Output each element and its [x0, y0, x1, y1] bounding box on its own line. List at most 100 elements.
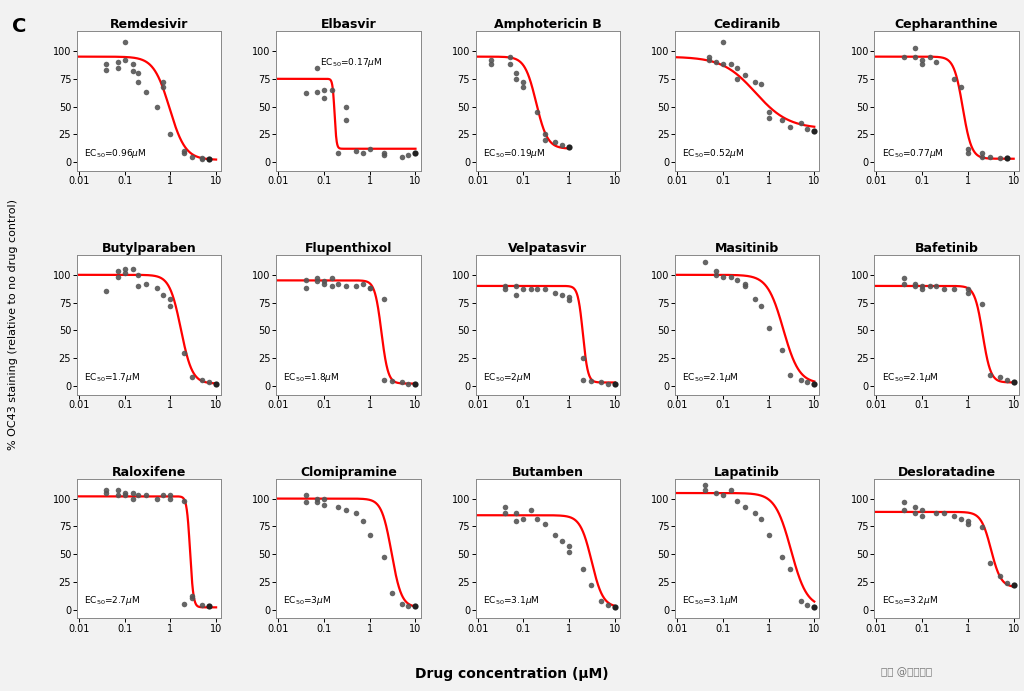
Point: [974, 522, 990, 533]
Title: Bafetinib: Bafetinib: [914, 242, 979, 255]
Point: [696, 480, 713, 491]
Point: [195, 375, 211, 386]
Point: [130, 269, 146, 281]
Point: [309, 496, 326, 507]
Point: [315, 493, 332, 504]
Point: [110, 484, 126, 495]
Point: [508, 515, 524, 527]
Point: [723, 272, 739, 283]
Point: [600, 378, 616, 389]
Point: [162, 493, 178, 504]
Point: [515, 81, 531, 92]
Point: [497, 281, 513, 292]
Point: [746, 507, 763, 518]
Point: [723, 59, 739, 70]
Point: [176, 598, 193, 609]
Point: [928, 57, 944, 68]
Point: [606, 602, 623, 613]
Point: [483, 59, 500, 70]
Point: [117, 55, 133, 66]
Point: [806, 378, 822, 389]
Point: [309, 86, 326, 97]
Point: [928, 281, 944, 292]
Point: [793, 117, 809, 129]
Point: [959, 143, 976, 154]
Point: [974, 151, 990, 162]
Point: [502, 59, 518, 70]
Point: [408, 378, 424, 389]
Point: [361, 143, 378, 154]
Point: [782, 563, 799, 574]
Point: [315, 92, 332, 103]
Point: [338, 281, 354, 292]
Point: [991, 571, 1008, 582]
Point: [907, 502, 924, 513]
Point: [914, 511, 931, 522]
Point: [309, 62, 326, 73]
Point: [184, 593, 201, 604]
Point: [547, 137, 563, 148]
Point: [774, 552, 791, 563]
Point: [201, 377, 217, 388]
Point: [400, 600, 417, 612]
Point: [896, 278, 912, 290]
Point: [298, 490, 314, 501]
Point: [348, 145, 365, 156]
Point: [162, 129, 178, 140]
Point: [408, 148, 424, 159]
Point: [959, 284, 976, 295]
Point: [201, 600, 217, 612]
Point: [529, 513, 546, 524]
Point: [561, 141, 578, 152]
Point: [696, 484, 713, 495]
Point: [936, 507, 952, 518]
Point: [998, 152, 1015, 163]
Point: [502, 51, 518, 62]
Point: [497, 502, 513, 513]
Point: [315, 276, 332, 287]
Point: [537, 134, 553, 145]
Point: [959, 287, 976, 298]
Point: [982, 369, 998, 380]
Point: [922, 281, 938, 292]
Text: EC$_{50}$=3.2$\mu$M: EC$_{50}$=3.2$\mu$M: [882, 594, 938, 607]
Point: [896, 496, 912, 507]
Point: [110, 57, 126, 68]
Point: [700, 55, 717, 66]
Point: [195, 600, 211, 611]
Title: Flupenthixol: Flupenthixol: [305, 242, 392, 255]
Point: [324, 273, 340, 284]
Point: [936, 284, 952, 295]
Point: [928, 507, 944, 518]
Point: [330, 502, 346, 513]
Point: [914, 55, 931, 66]
Point: [523, 504, 540, 515]
Point: [554, 290, 570, 301]
Point: [184, 371, 201, 382]
Point: [708, 266, 724, 277]
Point: [176, 495, 193, 507]
Point: [125, 59, 141, 70]
Point: [125, 66, 141, 77]
Point: [754, 513, 770, 524]
Point: [799, 377, 815, 388]
Point: [130, 77, 146, 88]
Point: [600, 600, 616, 611]
Point: [383, 587, 399, 598]
Point: [736, 502, 753, 513]
Text: EC$_{50}$=1.7$\mu$M: EC$_{50}$=1.7$\mu$M: [84, 370, 140, 384]
Point: [324, 84, 340, 95]
Point: [715, 59, 731, 70]
Title: Elbasvir: Elbasvir: [321, 18, 376, 31]
Point: [959, 148, 976, 159]
Point: [806, 602, 822, 613]
Point: [201, 153, 217, 164]
Title: Masitinib: Masitinib: [715, 242, 779, 255]
Title: Remdesivir: Remdesivir: [110, 18, 188, 31]
Point: [155, 290, 171, 301]
Point: [117, 487, 133, 498]
Point: [361, 530, 378, 541]
Point: [195, 152, 211, 163]
Point: [338, 114, 354, 125]
Title: Velpatasvir: Velpatasvir: [508, 242, 588, 255]
